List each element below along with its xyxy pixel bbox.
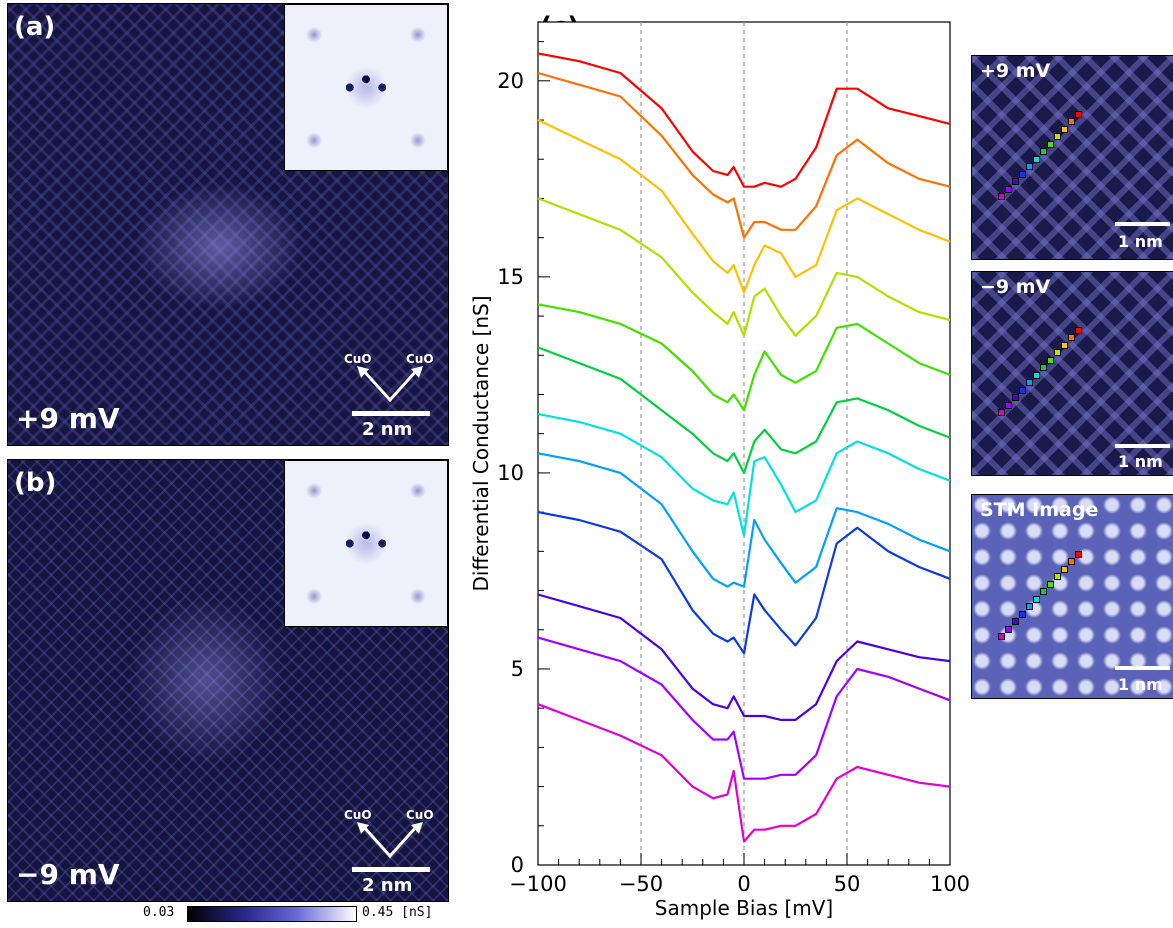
location-marker [1040,148,1047,155]
spectrum-line-5 [537,346,951,474]
direction-label-left-b: CuO [344,808,372,822]
scale-bar-b [352,867,430,872]
location-marker [998,193,1005,200]
location-marker [1005,185,1012,193]
side-map-scale-bar-stm [1115,666,1170,670]
location-marker [1033,371,1040,379]
location-marker [1061,341,1068,349]
x-tick-label: −50 [619,872,663,896]
location-marker [1040,588,1047,595]
bias-label-b: −9 mV [16,858,120,891]
side-map-label-plus9: +9 mV [980,60,1051,82]
fourier-inset-a [284,4,448,171]
location-marker [1019,386,1026,394]
location-marker [1075,326,1082,334]
location-marker [1047,140,1054,148]
location-marker [1054,133,1061,140]
plot-frame [537,21,951,866]
location-marker [1033,155,1040,163]
location-marker [1068,118,1075,125]
side-map-label-minus9: −9 mV [980,276,1051,298]
location-marker [1012,178,1019,185]
location-marker [1075,110,1082,118]
y-axis-label: Differential Conductance [nS] [469,295,493,591]
side-map-label-stm: STM Image [980,499,1099,521]
panel-b: (b) −9 mV CuO CuO 2 nm [0,456,449,904]
location-marker [1019,610,1026,618]
scale-label-a: 2 nm [362,419,413,440]
location-marker [1054,573,1061,580]
spectrum-line-9 [537,593,951,722]
location-marker [1012,618,1019,625]
x-tick-label: 100 [930,872,970,896]
colorbar-max-label: 0.45 [nS] [362,905,433,920]
y-tick-label: 10 [497,461,524,485]
location-marker [1061,125,1068,133]
y-tick-label: 0 [511,853,524,877]
fourier-inset-b [284,460,448,627]
location-marker [1005,401,1012,409]
location-marker [1075,550,1082,558]
direction-arrows-icon [357,822,423,859]
side-map-plus9 [971,55,1173,260]
location-marker [1047,580,1054,588]
panel-label-b: (b) [14,468,57,498]
spectrum-line-2 [537,119,951,294]
location-marker [1026,379,1033,386]
location-marker [1026,603,1033,610]
bias-label-a: +9 mV [16,402,120,435]
location-marker [1033,595,1040,603]
panel-label-a: (a) [14,12,56,42]
spectrum-line-4 [537,303,951,412]
x-tick-label: 0 [737,872,750,896]
direction-label-left-a: CuO [344,352,372,366]
y-tick-label: 5 [511,657,524,681]
spectrum-line-11 [537,703,951,843]
spectrum-line-3 [537,197,951,337]
location-marker [1054,349,1061,356]
spectrum-line-0 [537,52,951,188]
panel-a: (a) +9 mV CuO CuO 2 nm [0,0,449,446]
side-map-scale-bar-minus9 [1115,444,1170,448]
location-marker [998,633,1005,640]
y-tick-label: 20 [497,69,524,93]
direction-arrows-icon [357,366,423,403]
side-map-stm [971,494,1173,699]
side-map-scale-bar-plus9 [1115,222,1170,226]
location-marker [1047,356,1054,364]
x-tick-label: −100 [509,872,567,896]
spectrum-line-1 [537,71,951,239]
location-marker [1026,163,1033,170]
location-marker [1040,364,1047,371]
colorbar [187,906,357,922]
side-map-minus9 [971,271,1173,476]
direction-label-right-b: CuO [406,808,434,822]
spectrum-line-8 [537,511,951,655]
location-marker [998,409,1005,416]
location-marker [1068,558,1075,565]
colorbar-min-label: 0.03 [143,905,175,920]
location-marker [1012,394,1019,401]
y-tick-label: 15 [497,265,524,289]
direction-label-right-a: CuO [406,352,434,366]
scale-label-b: 2 nm [362,875,413,896]
spectrum-line-7 [537,452,951,588]
location-marker [1061,565,1068,573]
spectrum-line-10 [537,636,951,780]
x-tick-label: 50 [834,872,861,896]
location-marker [1005,625,1012,633]
side-map-scale-label-minus9: 1 nm [1118,452,1163,471]
spectrum-line-6 [537,413,951,537]
location-marker [1068,334,1075,341]
x-axis-label: Sample Bias [mV] [655,896,833,920]
location-marker [1019,170,1026,178]
side-map-scale-label-plus9: 1 nm [1118,232,1163,251]
side-map-scale-label-stm: 1 nm [1118,675,1163,694]
scale-bar-a [352,411,430,416]
